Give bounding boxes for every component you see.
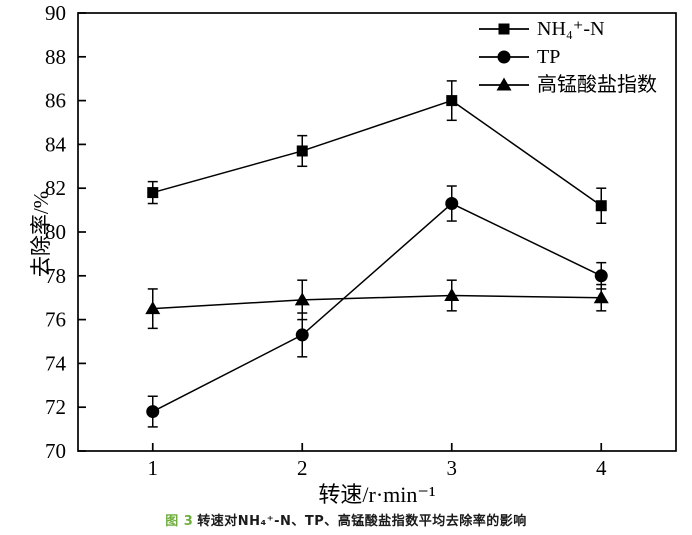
figure-number: 图 3	[165, 514, 194, 529]
svg-text:86: 86	[45, 89, 66, 113]
svg-text:82: 82	[45, 176, 66, 200]
legend-item-nh4n: NH₄⁺-N	[478, 15, 657, 43]
y-axis-label: 去除率/%	[29, 190, 53, 278]
svg-text:84: 84	[45, 132, 67, 156]
svg-text:88: 88	[45, 45, 66, 69]
svg-text:80: 80	[45, 220, 66, 244]
square-marker-icon	[479, 23, 529, 35]
circle-marker-icon	[479, 50, 529, 64]
x-axis-label: 转速/r·min⁻¹	[318, 482, 436, 507]
figure-caption: 图 3 转速对NH₄⁺-N、TP、高锰酸盐指数平均去除率的影响	[0, 510, 692, 529]
legend-item-tp: TP	[478, 43, 657, 71]
svg-text:4: 4	[596, 456, 607, 480]
svg-text:3: 3	[447, 456, 458, 480]
svg-text:74: 74	[45, 351, 67, 375]
svg-text:2: 2	[297, 456, 308, 480]
figure-caption-text: 转速对NH₄⁺-N、TP、高锰酸盐指数平均去除率的影响	[197, 514, 527, 529]
svg-text:90: 90	[45, 1, 66, 25]
chart-legend: NH₄⁺-N TP 高锰酸盐指数	[478, 15, 657, 99]
legend-label: TP	[537, 46, 561, 68]
svg-text:72: 72	[45, 395, 66, 419]
legend-label: NH₄⁺-N	[537, 18, 605, 40]
triangle-marker-icon	[479, 77, 529, 91]
svg-text:78: 78	[45, 264, 66, 288]
legend-item-permanganate: 高锰酸盐指数	[478, 71, 657, 99]
svg-text:76: 76	[45, 308, 66, 332]
legend-label: 高锰酸盐指数	[537, 74, 657, 96]
svg-text:1: 1	[148, 456, 159, 480]
svg-text:70: 70	[45, 439, 66, 463]
